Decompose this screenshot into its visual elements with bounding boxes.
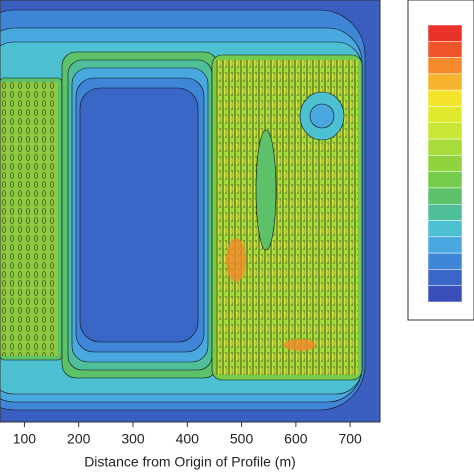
colorbar-swatch <box>427 236 463 254</box>
x-tick-label: 600 <box>284 431 308 447</box>
colorbar-swatch <box>427 155 463 172</box>
colorbar-swatch <box>427 252 463 270</box>
colorbar-swatch <box>427 89 463 107</box>
colorbar-swatch <box>427 187 463 205</box>
plot-frame <box>0 0 381 423</box>
x-tick-label: 200 <box>67 431 91 447</box>
colorbar-swatch <box>427 269 463 286</box>
colorbar-swatch <box>427 106 463 124</box>
colorbar-swatch <box>427 285 463 303</box>
contour-field <box>0 0 380 422</box>
x-axis-label: Distance from Origin of Profile (m) <box>84 454 296 470</box>
colorbar-swatch <box>427 57 463 75</box>
colorbar-swatch <box>427 73 463 91</box>
x-tick-label: 300 <box>121 431 145 447</box>
x-tick-label: 100 <box>13 431 37 447</box>
x-tick-label: 400 <box>176 431 200 447</box>
x-tick-label: 500 <box>230 431 254 447</box>
colorbar-swatch <box>427 203 463 221</box>
colorbar-swatch <box>427 122 463 140</box>
colorbar-swatch <box>427 41 463 58</box>
colorbar-swatch <box>427 138 463 156</box>
x-tick-label: 700 <box>338 431 362 447</box>
colorbar-swatch <box>427 220 463 238</box>
colorbar-swatch <box>427 171 463 189</box>
colorbar-swatch <box>427 24 463 42</box>
